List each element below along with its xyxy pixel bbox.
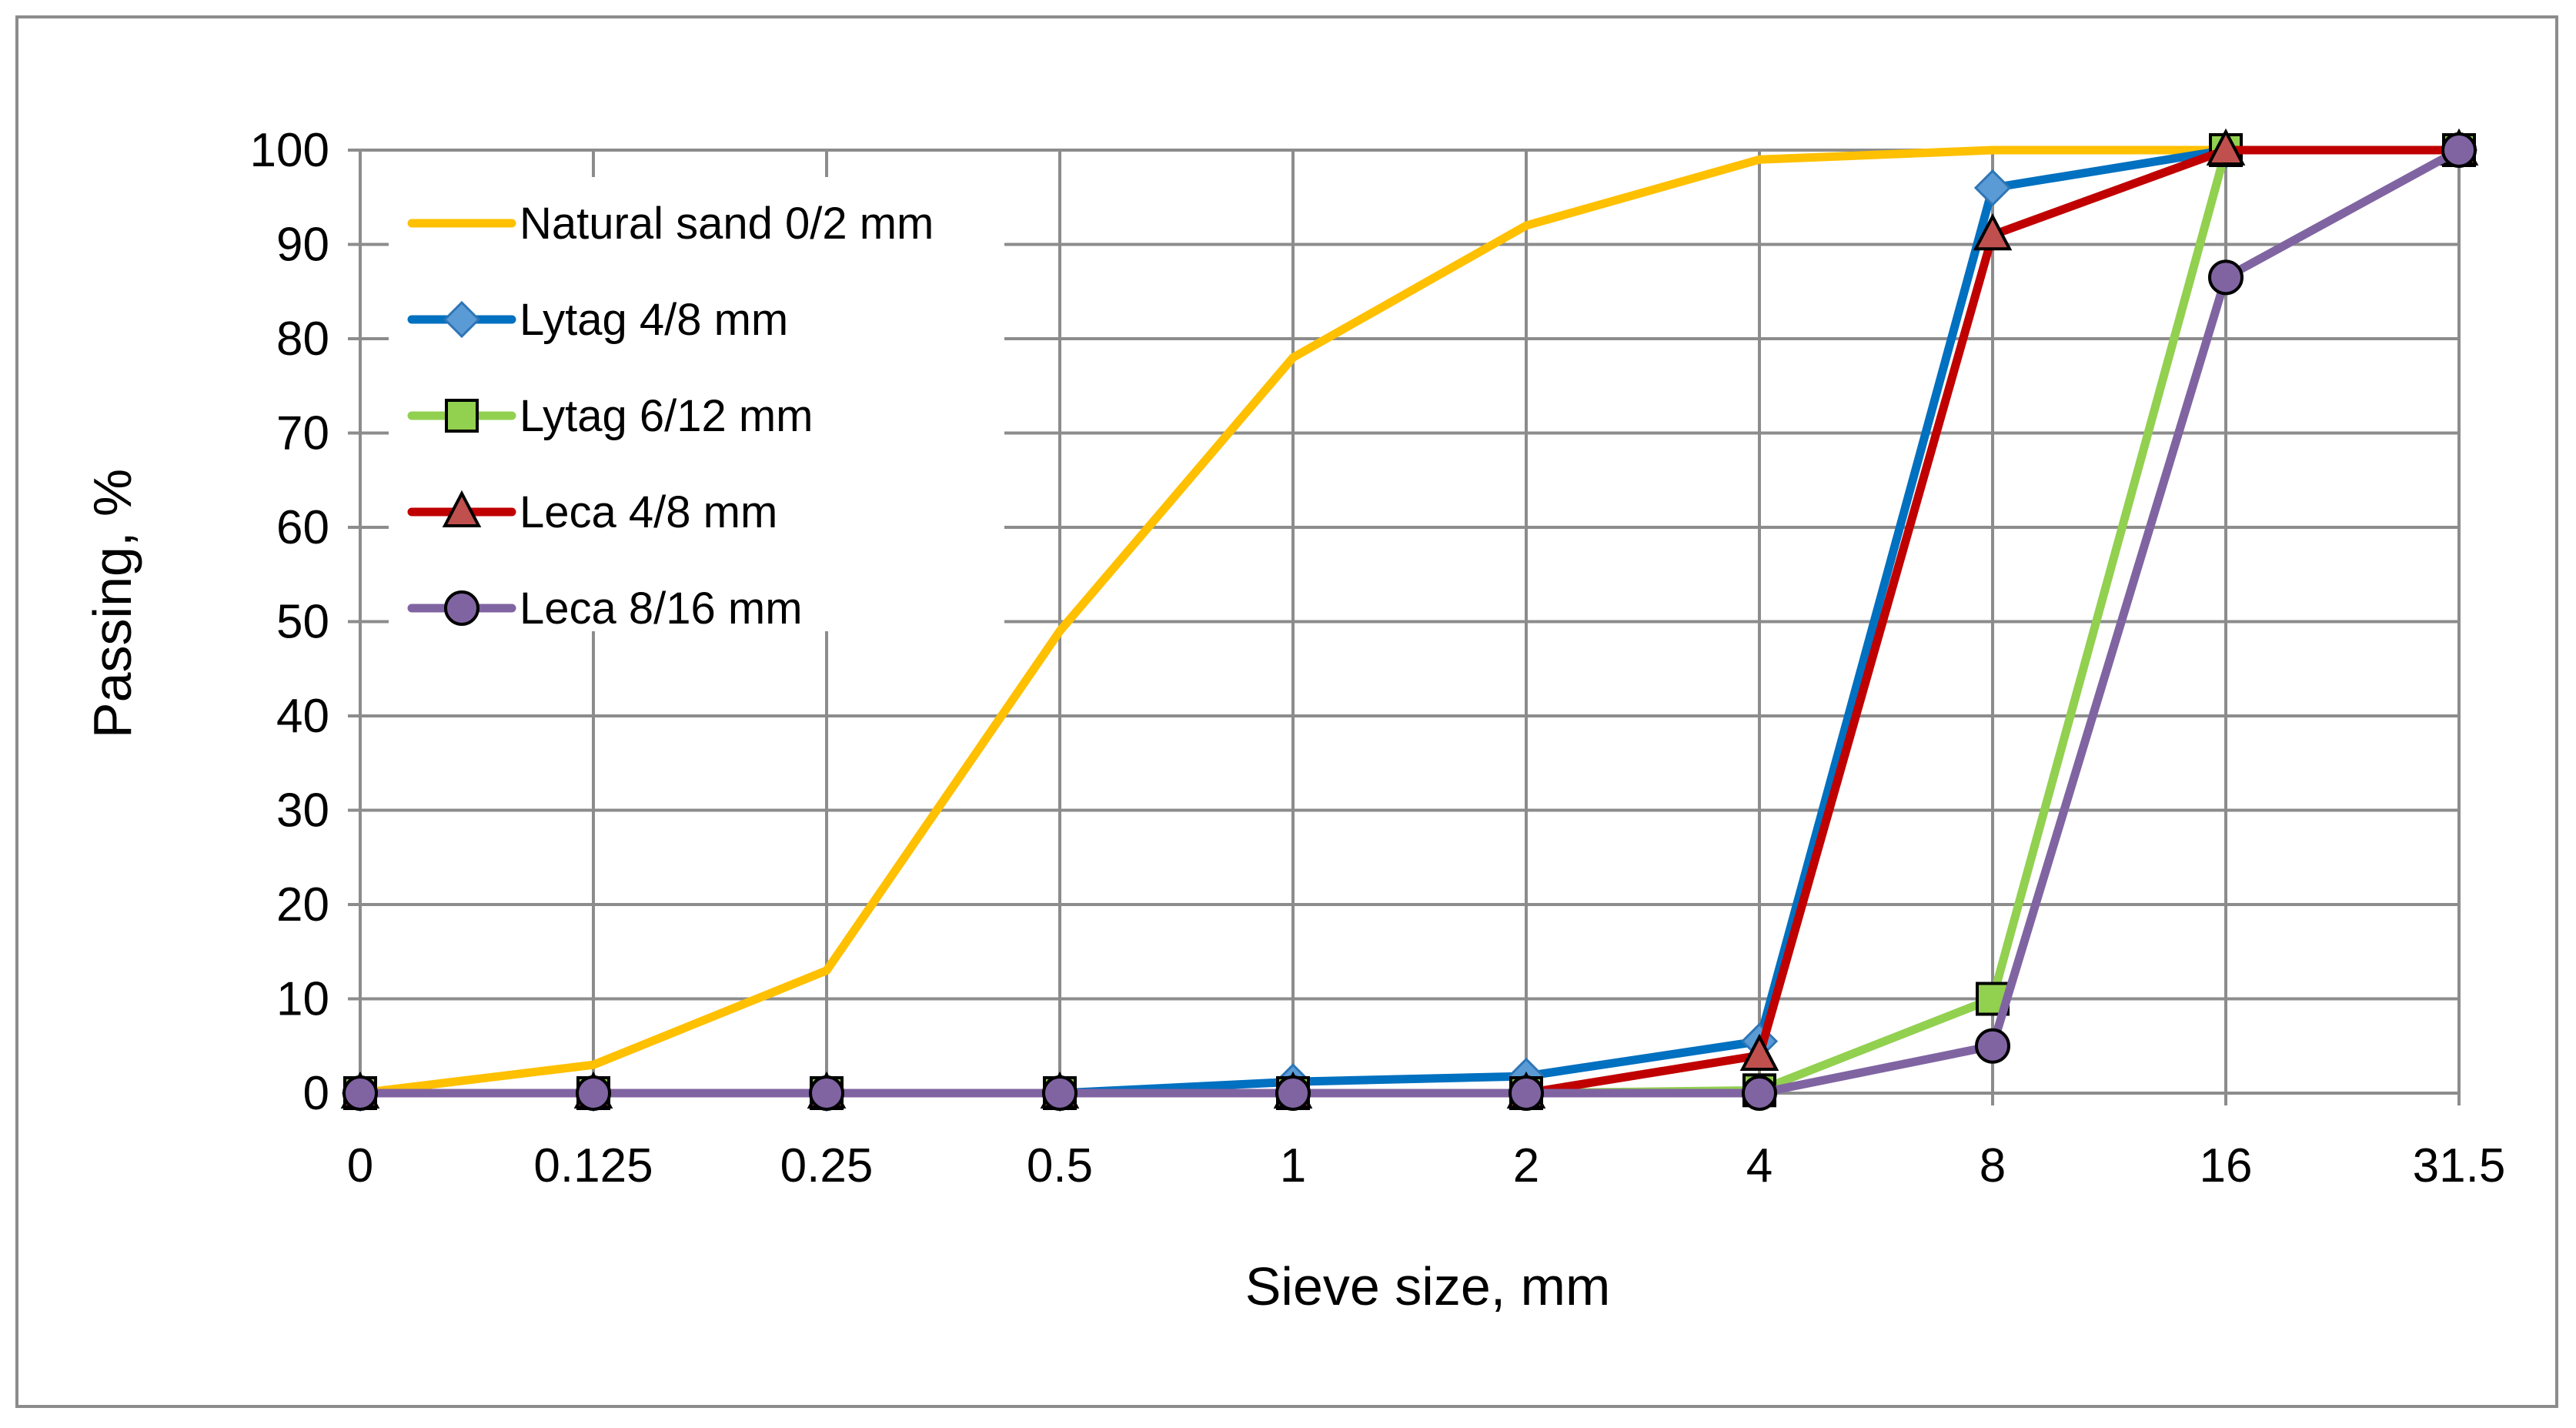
legend-label: Leca 8/16 mm [520, 584, 803, 634]
data-point [1275, 1075, 1311, 1111]
legend-marker [445, 399, 479, 433]
y-tick-label: 0 [303, 1067, 329, 1120]
data-point [1739, 1033, 1779, 1071]
legend-item: Lytag 6/12 mm [407, 391, 813, 441]
data-point [809, 1075, 844, 1111]
x-tick-label: 0.25 [780, 1139, 874, 1192]
legend-item: Leca 8/16 mm [407, 584, 803, 634]
legend-item: Leca 4/8 mm [407, 487, 777, 537]
x-tick-label: 0.125 [533, 1139, 653, 1192]
y-tick-label: 70 [276, 407, 329, 460]
data-point [1973, 169, 2012, 207]
x-tick-label: 1 [1280, 1139, 1306, 1192]
data-point [576, 1075, 611, 1111]
series-natural-sand-0-2-mm [356, 145, 2464, 1098]
data-point [2206, 128, 2246, 166]
y-tick-label: 100 [250, 124, 329, 177]
series-layer [340, 128, 2479, 1112]
data-point [1975, 1028, 2010, 1064]
legend-label: Lytag 4/8 mm [520, 295, 788, 345]
data-point [1042, 1075, 1078, 1111]
series-leca-8-16-mm [342, 132, 2477, 1111]
y-axis-title: Passing, % [82, 469, 142, 738]
data-point [1509, 1075, 1544, 1111]
x-tick-label: 4 [1746, 1139, 1772, 1192]
legend-marker [444, 590, 479, 626]
y-tick-label: 60 [276, 501, 329, 554]
legend: Natural sand 0/2 mm Lytag 4/8 mm Lytag 6/1… [389, 177, 1004, 634]
legend-marker [442, 490, 482, 527]
y-tick-label: 90 [276, 219, 329, 272]
x-axis-ticks: 0 0.125 0.25 0.5 1 2 4 8 16 31.5 [347, 1139, 2506, 1192]
legend-label: Lytag 6/12 mm [520, 391, 813, 441]
x-axis-title: Sieve size, mm [1245, 1256, 1611, 1316]
x-tick-label: 0.5 [1027, 1139, 1093, 1192]
y-tick-label: 10 [276, 973, 329, 1026]
legend-label: Leca 4/8 mm [520, 487, 777, 537]
legend-label: Natural sand 0/2 mm [520, 199, 934, 249]
y-tick-label: 30 [276, 784, 329, 838]
y-axis-ticks: 0 10 20 30 40 50 60 70 80 90 100 [250, 124, 329, 1120]
legend-background [389, 177, 1004, 631]
series-line [356, 145, 2464, 1098]
y-tick-label: 40 [276, 690, 329, 743]
legend-marker [443, 300, 481, 339]
x-tick-label: 16 [2200, 1139, 2253, 1192]
x-tick-label: 2 [1513, 1139, 1539, 1192]
x-tick-label: 0 [347, 1139, 373, 1192]
legend-item: Natural sand 0/2 mm [407, 199, 934, 249]
x-tick-label: 8 [1980, 1139, 2006, 1192]
data-point [342, 1075, 378, 1111]
series-line [356, 145, 2464, 1098]
y-tick-label: 20 [276, 878, 329, 931]
data-point [1742, 1075, 1777, 1111]
data-point [1973, 212, 2013, 251]
x-tick-label: 31.5 [2413, 1139, 2506, 1192]
data-point [2208, 259, 2244, 296]
data-point [2441, 132, 2477, 168]
legend-item: Lytag 4/8 mm [407, 295, 788, 345]
y-tick-label: 50 [276, 596, 329, 649]
y-tick-label: 80 [276, 313, 329, 366]
